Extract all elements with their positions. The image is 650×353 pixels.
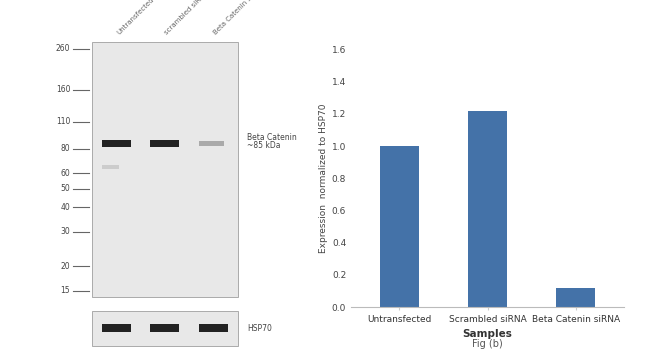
- Text: Untransfected: Untransfected: [116, 0, 155, 35]
- Bar: [92, 42, 239, 297]
- Bar: [102, 324, 131, 332]
- Text: Beta Catenin siRNA: Beta Catenin siRNA: [212, 0, 265, 35]
- Text: 30: 30: [60, 227, 70, 237]
- Text: 50: 50: [60, 184, 70, 193]
- Text: 160: 160: [56, 85, 70, 94]
- Text: HSP70: HSP70: [248, 324, 272, 333]
- Bar: [468, 110, 507, 307]
- Text: 260: 260: [56, 44, 70, 53]
- Bar: [380, 146, 419, 307]
- Bar: [556, 288, 595, 307]
- Y-axis label: Expression  normalized to HSP70: Expression normalized to HSP70: [318, 103, 328, 253]
- Text: 40: 40: [60, 203, 70, 212]
- Text: 20: 20: [60, 262, 70, 271]
- X-axis label: Samples: Samples: [463, 329, 512, 339]
- Text: Fig (b): Fig (b): [472, 339, 503, 349]
- Bar: [102, 140, 131, 147]
- Bar: [150, 140, 179, 147]
- Text: 15: 15: [60, 286, 70, 295]
- Text: 80: 80: [60, 144, 70, 153]
- Text: ~85 kDa: ~85 kDa: [248, 141, 281, 150]
- Text: 60: 60: [60, 168, 70, 178]
- Bar: [92, 311, 239, 346]
- Text: Beta Catenin: Beta Catenin: [248, 133, 297, 142]
- Bar: [150, 324, 179, 332]
- Text: 110: 110: [56, 117, 70, 126]
- Bar: [102, 165, 120, 169]
- Bar: [199, 142, 224, 146]
- Text: scrambled siRNA: scrambled siRNA: [164, 0, 210, 35]
- Bar: [199, 324, 228, 332]
